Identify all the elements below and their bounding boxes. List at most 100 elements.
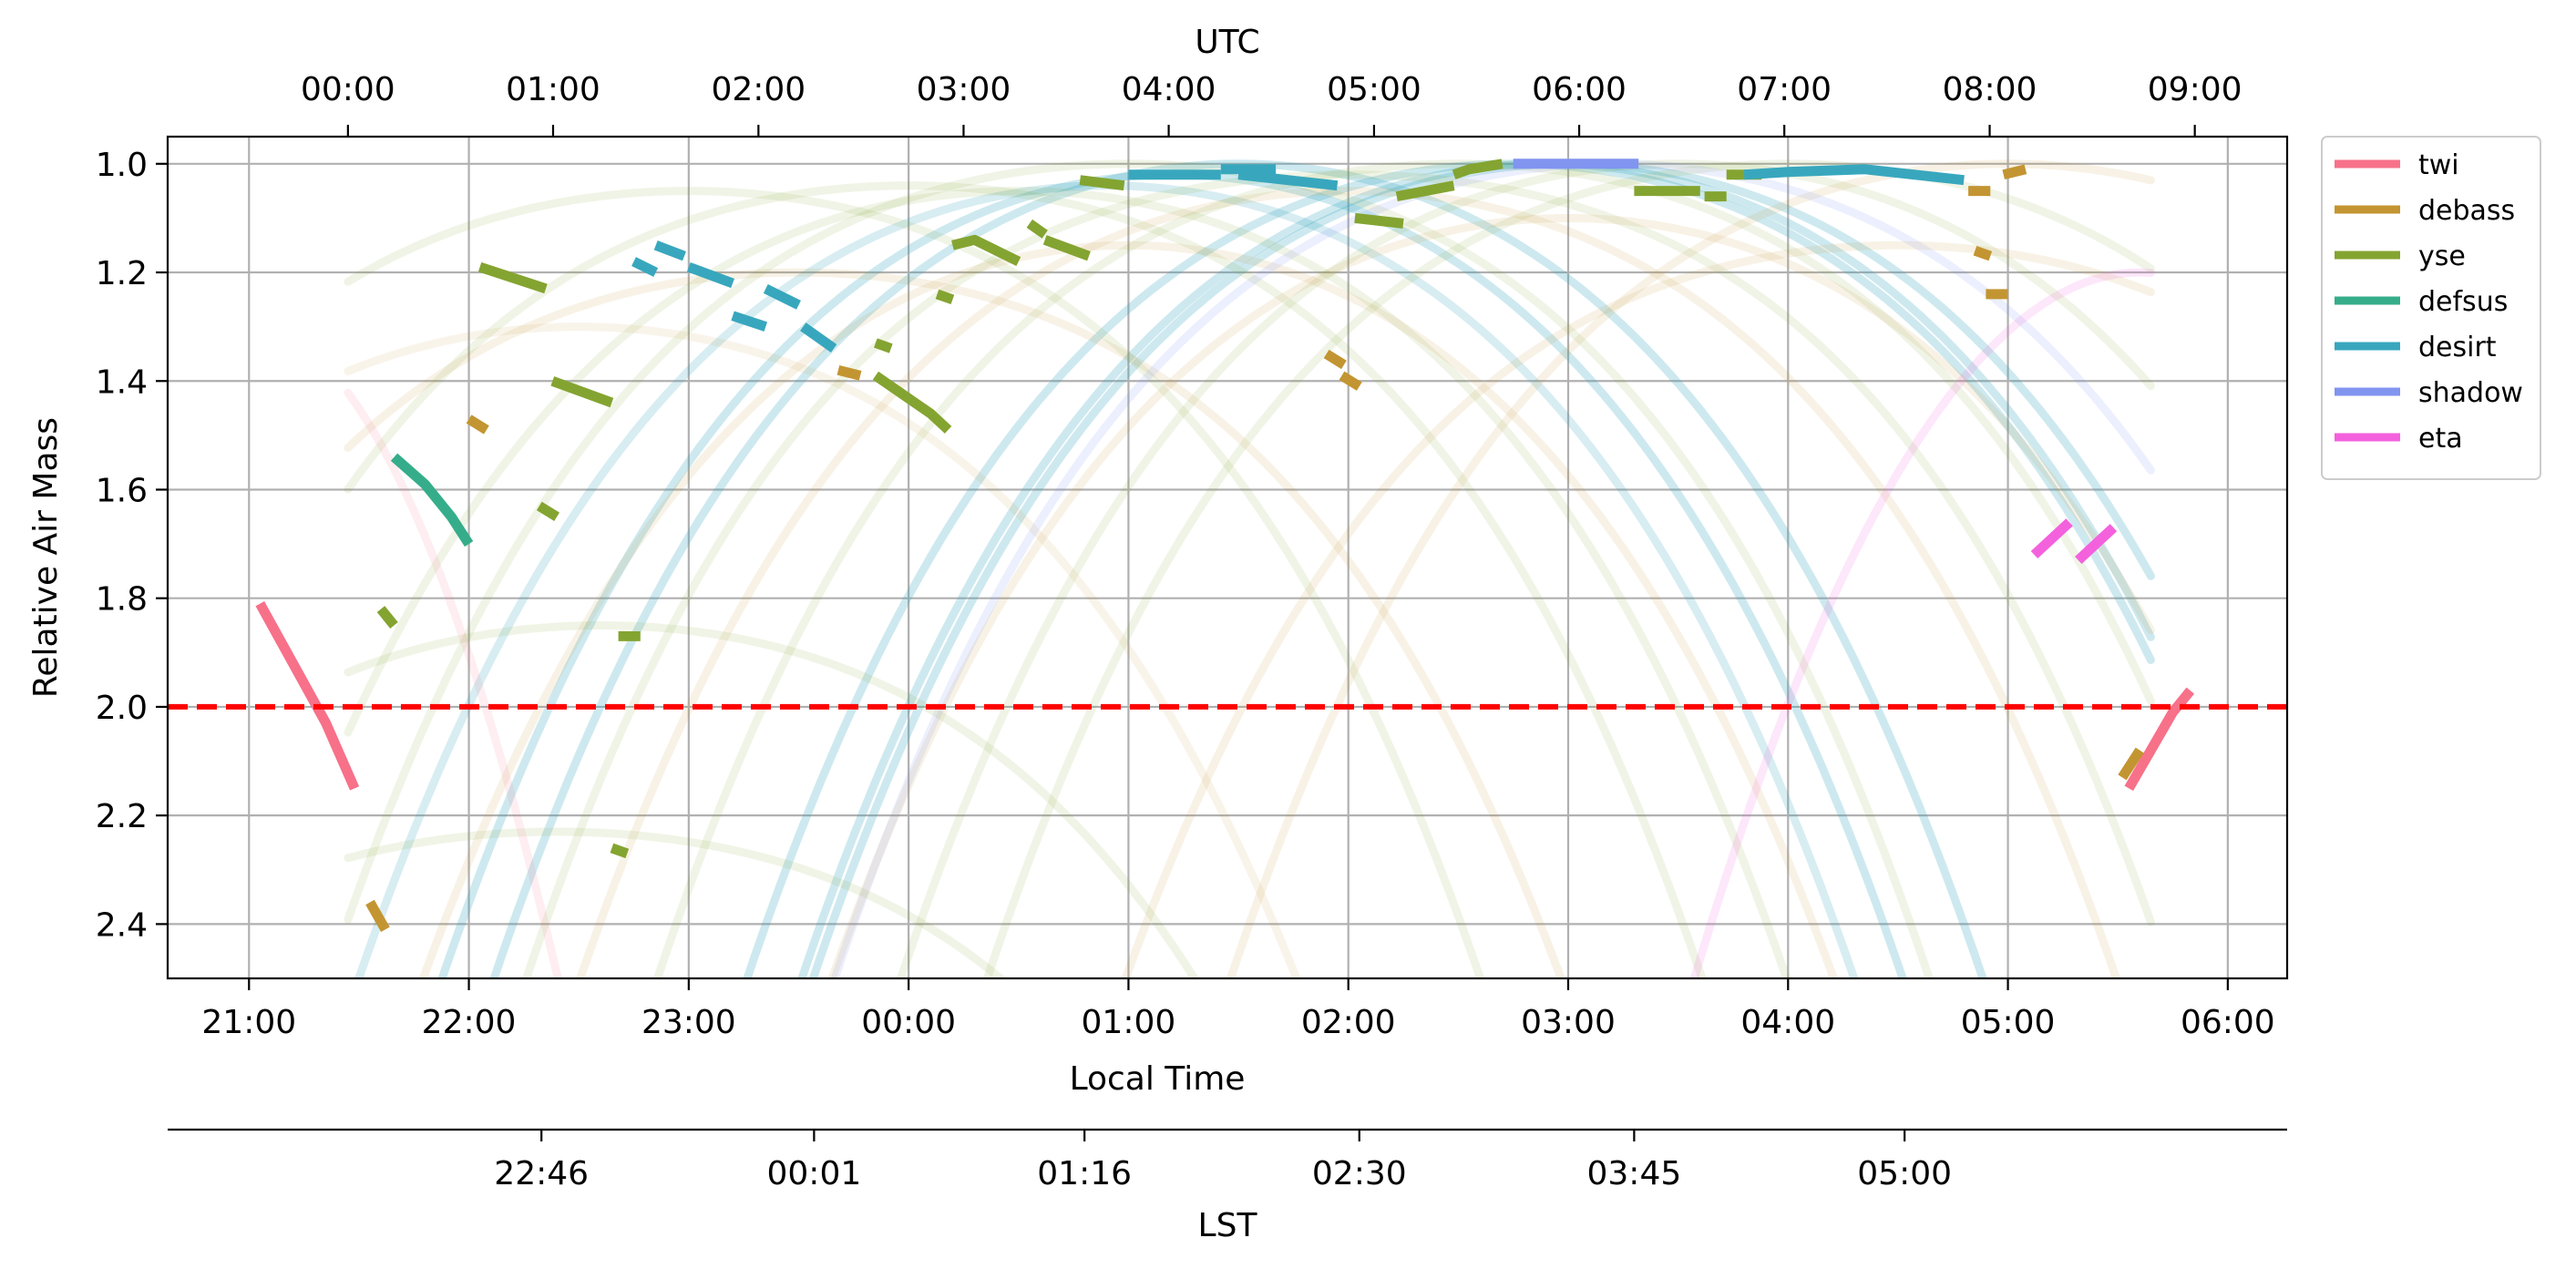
background-track — [830, 159, 2155, 978]
series-segment-debass — [1323, 349, 1347, 370]
series-segment-yse — [1026, 219, 1048, 239]
series-segment-yse — [550, 376, 614, 408]
series-segment-debass — [2002, 164, 2027, 180]
series-segment-yse — [872, 371, 952, 434]
series-segment-twi — [2124, 687, 2195, 792]
lst-tick-label: 03:45 — [1587, 1155, 1682, 1192]
series-segment-twi — [255, 601, 360, 791]
series-segment-desirt — [800, 322, 837, 353]
series-segment-desirt — [686, 261, 735, 289]
background-track — [797, 159, 2155, 978]
series-segment-debass — [1339, 371, 1362, 391]
background-track — [1689, 268, 2155, 978]
x-tick-label: 06:00 — [2181, 1004, 2275, 1041]
series-segment-debass — [2118, 747, 2144, 781]
top-axis-label: UTC — [1195, 24, 1259, 61]
series-segment-yse — [1452, 159, 1504, 179]
y-axis-label: Relative Air Mass — [27, 417, 65, 698]
utc-tick-label: 03:00 — [917, 71, 1011, 108]
background-track — [418, 240, 1839, 978]
series-segment-yse — [1354, 212, 1404, 229]
axes-layer: 21:00 22:00 23:00 00:00 01:00 02:00 03:00 04:00… — [96, 71, 2287, 1192]
background-track — [344, 181, 1707, 978]
x-tick-label: 00:00 — [861, 1004, 956, 1041]
x-tick-label: 03:00 — [1521, 1004, 1616, 1041]
lst-tick-label: 02:30 — [1312, 1155, 1407, 1192]
series-segment-yse — [951, 234, 1021, 267]
y-tick-label: 1.2 — [96, 255, 148, 292]
background-track — [1226, 159, 2155, 978]
background-track — [652, 159, 2155, 978]
background-track — [344, 322, 1301, 978]
utc-tick-label: 08:00 — [1943, 71, 2037, 108]
lst-tick-label: 05:00 — [1857, 1155, 1952, 1192]
legend-label-desirt: desirt — [2418, 332, 2497, 363]
series-segment-eta — [2030, 518, 2073, 559]
background-track — [344, 187, 1791, 978]
series-segment-eta — [2075, 524, 2118, 565]
legend-label-shadow: shadow — [2418, 377, 2523, 409]
background-tracks-layer — [344, 159, 2155, 978]
background-track — [1121, 240, 2155, 978]
series-segment-yse — [536, 501, 559, 521]
legend-label-yse: yse — [2418, 240, 2466, 272]
series-segment-desirt — [653, 240, 686, 261]
series-segment-yse — [1042, 235, 1091, 261]
legend-label-eta: eta — [2418, 423, 2463, 455]
lst-tick-label: 00:01 — [767, 1155, 862, 1192]
x-tick-label: 02:00 — [1301, 1004, 1396, 1041]
y-tick-label: 2.4 — [96, 906, 148, 944]
series-segment-debass — [1973, 246, 1993, 261]
background-track — [344, 620, 1200, 978]
x-tick-label: 21:00 — [201, 1004, 296, 1041]
series-segment-defsus — [390, 453, 474, 547]
series-segment-debass — [836, 364, 862, 381]
grid-layer — [168, 137, 2287, 978]
series-segment-desirt — [731, 311, 768, 332]
series-segment-debass — [466, 414, 489, 435]
background-track — [344, 187, 1485, 978]
y-tick-label: 1.4 — [96, 363, 148, 401]
series-segment-yse — [935, 289, 955, 304]
series-segment-yse — [376, 606, 398, 629]
utc-tick-label: 07:00 — [1737, 71, 1832, 108]
background-track — [808, 159, 2155, 978]
y-tick-label: 2.2 — [96, 798, 148, 835]
legend-label-debass: debass — [2418, 195, 2515, 227]
x-axis-label: Local Time — [1070, 1060, 1246, 1098]
y-tick-label: 1.6 — [96, 472, 148, 509]
background-track — [743, 159, 2155, 978]
background-track — [489, 159, 1987, 978]
x-tick-label: 23:00 — [641, 1004, 736, 1041]
utc-tick-label: 09:00 — [2148, 71, 2242, 108]
background-track — [344, 827, 1008, 978]
background-track — [576, 187, 2121, 978]
legend-label-twi: twi — [2418, 149, 2459, 181]
series-segment-yse — [1079, 175, 1125, 191]
series-segment-yse — [874, 338, 893, 353]
utc-tick-label: 05:00 — [1327, 71, 1421, 108]
lst-axis-label: LST — [1198, 1207, 1258, 1244]
utc-tick-label: 01:00 — [506, 71, 600, 108]
utc-tick-label: 02:00 — [711, 71, 806, 108]
series-segment-yse — [610, 843, 630, 859]
x-tick-label: 01:00 — [1082, 1004, 1176, 1041]
background-track — [896, 159, 2155, 978]
legend-label-defsus: defsus — [2418, 286, 2508, 318]
y-tick-label: 1.8 — [96, 581, 148, 619]
y-tick-label: 2.0 — [96, 690, 148, 727]
x-tick-label: 05:00 — [1961, 1004, 2056, 1041]
series-segment-debass — [365, 899, 390, 933]
series-segment-yse — [477, 261, 548, 294]
series-segment-desirt — [763, 283, 801, 310]
lst-tick-label: 22:46 — [494, 1155, 589, 1192]
background-track — [827, 213, 2155, 978]
utc-tick-label: 00:00 — [301, 71, 395, 108]
y-tick-label: 1.0 — [96, 147, 148, 184]
series-layer — [255, 159, 2195, 933]
background-track — [354, 181, 1859, 978]
series-segment-desirt — [1743, 164, 1965, 186]
lst-tick-label: 01:16 — [1037, 1155, 1132, 1192]
